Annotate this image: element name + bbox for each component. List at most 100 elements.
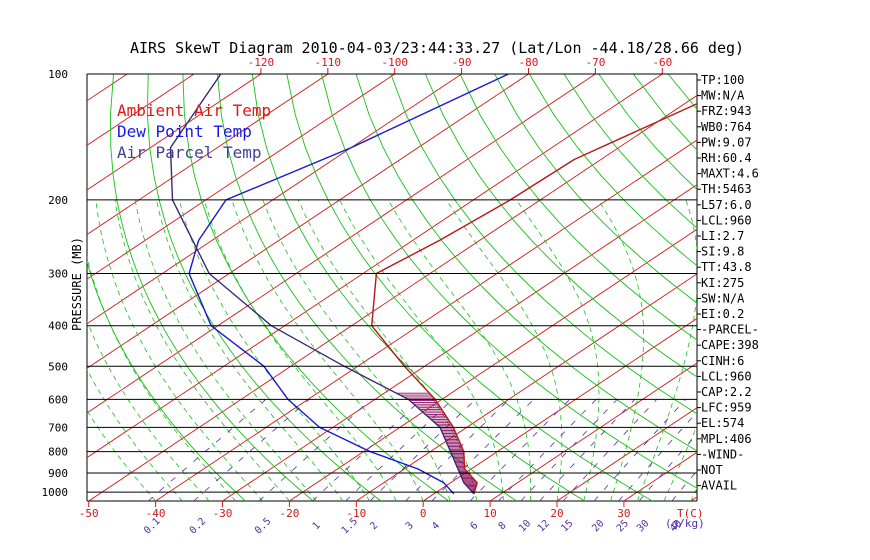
top-temperature-axis: -120 -110 -100 -90 -80 -70 -60	[248, 56, 672, 74]
bottom-tick-label: 20	[550, 507, 563, 520]
moist-adiabat-line	[156, 199, 344, 501]
index-value: LCL:960	[701, 213, 752, 227]
moist-adiabat-line	[339, 199, 504, 501]
dry-adiabat-line	[146, 74, 382, 501]
index-value: EL:574	[701, 416, 744, 430]
top-tick-label: -120	[248, 56, 275, 69]
index-value: -WIND-	[701, 447, 744, 461]
bottom-tick-label: -30	[213, 507, 233, 520]
legend-entry: Air Parcel Temp	[117, 143, 262, 162]
pressure-tick-label: 500	[48, 360, 68, 373]
index-value: MW:N/A	[701, 89, 745, 103]
moist-adiabat-line	[598, 199, 644, 501]
index-value: MPL:406	[701, 432, 752, 446]
index-value: EI:0.2	[701, 307, 744, 321]
legend: Ambient Air Temp Dew Point Temp Air Parcel…	[117, 101, 271, 162]
bottom-tick-label: -20	[279, 507, 299, 520]
bottom-tick-label: -10	[346, 507, 366, 520]
isotherm-line	[289, 228, 697, 501]
moist-adiabat-line	[231, 199, 424, 501]
top-tick-label: -90	[452, 56, 472, 69]
isotherm-line	[87, 74, 329, 236]
cape-hatch	[396, 392, 478, 493]
moist-adiabat-line	[203, 199, 397, 501]
mixing-ratio-line	[638, 433, 697, 501]
index-value: AVAIL	[701, 479, 737, 493]
index-value: LFC:959	[701, 401, 752, 415]
index-value: -PARCEL-	[701, 323, 759, 337]
mixing-ratio-lines	[147, 399, 697, 501]
isotherm-line	[87, 74, 663, 459]
moist-adiabat-line	[262, 199, 451, 501]
moist-adiabat-line	[87, 320, 210, 501]
dry-adiabat-line	[772, 74, 870, 501]
pressure-tick-label: 1000	[42, 486, 69, 499]
mixing-ratio-line	[469, 399, 571, 501]
legend-entry: Ambient Air Temp	[117, 101, 271, 120]
mixing-ratio-label: 6	[468, 520, 480, 532]
isotherm-line	[155, 139, 697, 501]
mixing-ratio-line	[147, 399, 267, 501]
temperature-unit-label: T(C)	[677, 507, 704, 520]
isotherm-line	[489, 362, 697, 501]
moist-adiabat-line	[636, 199, 697, 501]
moist-adiabat-line	[87, 368, 183, 501]
pressure-tick-label: 900	[48, 467, 68, 480]
dry-adiabat-line	[494, 74, 697, 304]
bottom-tick-label: -40	[146, 507, 166, 520]
index-value: MAXT:4.6	[701, 167, 759, 181]
mixing-ratio-label: 4	[430, 520, 442, 532]
pressure-tick-label: 200	[48, 194, 68, 207]
dry-adiabat-line	[529, 74, 697, 267]
isotherm-line	[758, 74, 870, 501]
mixing-ratio-line	[593, 399, 686, 501]
mixing-ratio-label: 0.2	[188, 516, 209, 537]
series-line-2	[169, 74, 475, 495]
mixing-ratio-line	[345, 399, 453, 501]
isotherm-line	[422, 317, 697, 501]
mixing-ratio-label: 20	[590, 518, 606, 534]
isotherm-line	[87, 74, 596, 414]
top-tick-label: -110	[315, 56, 342, 69]
dry-adiabat-line	[667, 74, 697, 110]
dry-adiabat-line	[217, 74, 517, 501]
pressure-tick-label: 800	[48, 446, 68, 459]
moist-adiabat-line	[114, 199, 290, 501]
index-value: RH:60.4	[701, 151, 752, 165]
top-tick-label: -70	[585, 56, 605, 69]
bottom-tick-label: 30	[617, 507, 630, 520]
mixing-ratio-label: 3	[404, 520, 416, 532]
index-value: NOT	[701, 463, 723, 477]
mixing-ratio-label: 12	[536, 518, 552, 534]
bottom-tick-label: 10	[483, 507, 496, 520]
index-value: L57:6.0	[701, 198, 752, 212]
moist-adiabat-line	[87, 255, 237, 501]
mixing-ratio-line	[431, 399, 535, 501]
index-value: WB0:764	[701, 120, 752, 134]
index-value: SW:N/A	[701, 291, 745, 305]
index-value: CINH:6	[701, 354, 744, 368]
pressure-tick-label: 300	[48, 268, 68, 281]
isotherm-line	[87, 74, 262, 191]
mixing-ratio-label: 2	[368, 520, 380, 532]
y-axis-label: PRESSURE (MB)	[70, 237, 84, 331]
index-value: LI:2.7	[701, 229, 744, 243]
index-value: SI:9.8	[701, 245, 744, 259]
top-tick-label: -100	[381, 56, 408, 69]
mixing-ratio-unit-label: (g/kg)	[665, 517, 705, 530]
top-tick-label: -60	[652, 56, 672, 69]
index-value: PW:9.07	[701, 135, 752, 149]
mixing-ratio-line	[498, 399, 597, 501]
mixing-ratio-line	[369, 399, 476, 501]
dry-adiabat-line	[251, 74, 585, 501]
dry-adiabat-line	[321, 74, 697, 489]
isotherm-line	[222, 184, 697, 501]
mixing-ratio-line	[405, 399, 510, 501]
mixing-ratio-label: 0.5	[253, 516, 274, 537]
mixing-ratio-label: 8	[497, 520, 509, 532]
moist-adiabat-line	[663, 424, 697, 501]
pressure-tick-label: 400	[48, 320, 68, 333]
moist-adiabat-line	[95, 199, 263, 501]
mixing-ratio-line	[193, 399, 310, 501]
mixing-ratio-line	[618, 411, 697, 501]
